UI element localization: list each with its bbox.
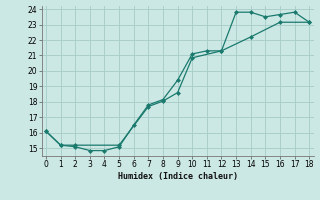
- X-axis label: Humidex (Indice chaleur): Humidex (Indice chaleur): [118, 172, 237, 181]
